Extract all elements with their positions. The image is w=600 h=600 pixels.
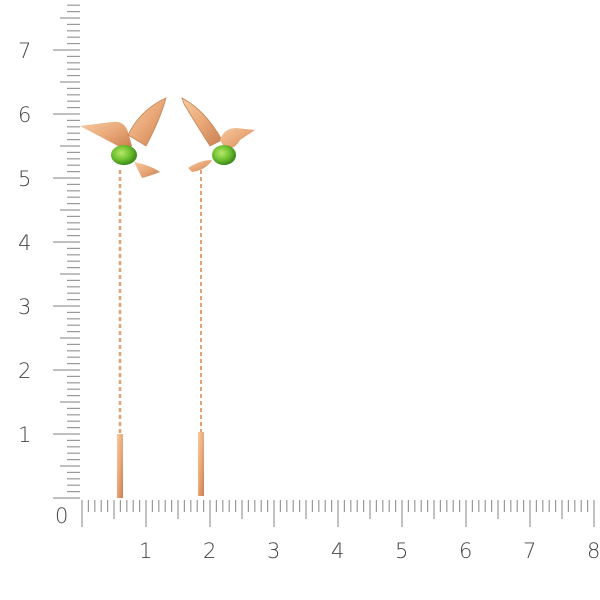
bird-wing — [181, 97, 223, 147]
vertical-ruler — [53, 4, 80, 499]
vertical-ruler-label: 7 — [18, 39, 31, 63]
horizontal-ruler-label: 5 — [395, 539, 408, 563]
bird-tail — [188, 160, 212, 172]
vertical-ruler-label: 5 — [18, 167, 31, 191]
gemstone — [212, 145, 236, 165]
vertical-ruler-label: 6 — [18, 103, 31, 127]
bird-tail — [134, 162, 160, 178]
earring-left — [80, 97, 167, 498]
threader-bar — [198, 432, 204, 496]
horizontal-ruler-label: 2 — [203, 539, 216, 563]
threader-bar — [117, 434, 123, 498]
gemstone — [111, 145, 137, 165]
bird-head — [220, 128, 255, 150]
horizontal-ruler — [81, 500, 595, 527]
vertical-ruler-label: 1 — [18, 423, 31, 447]
vertical-ruler-label: 2 — [18, 359, 31, 383]
horizontal-ruler-label: 7 — [523, 539, 536, 563]
horizontal-ruler-label: 1 — [139, 539, 152, 563]
horizontal-ruler-label: 6 — [459, 539, 472, 563]
horizontal-ruler-label: 4 — [331, 539, 344, 563]
vertical-ruler-label: 3 — [18, 295, 31, 319]
origin-label: 0 — [55, 504, 68, 528]
earring-right — [181, 97, 255, 496]
horizontal-ruler-label: 8 — [587, 539, 600, 563]
bird-wing — [127, 97, 167, 147]
bird-head — [80, 121, 132, 148]
vertical-ruler-label: 4 — [18, 231, 31, 255]
horizontal-ruler-label: 3 — [267, 539, 280, 563]
